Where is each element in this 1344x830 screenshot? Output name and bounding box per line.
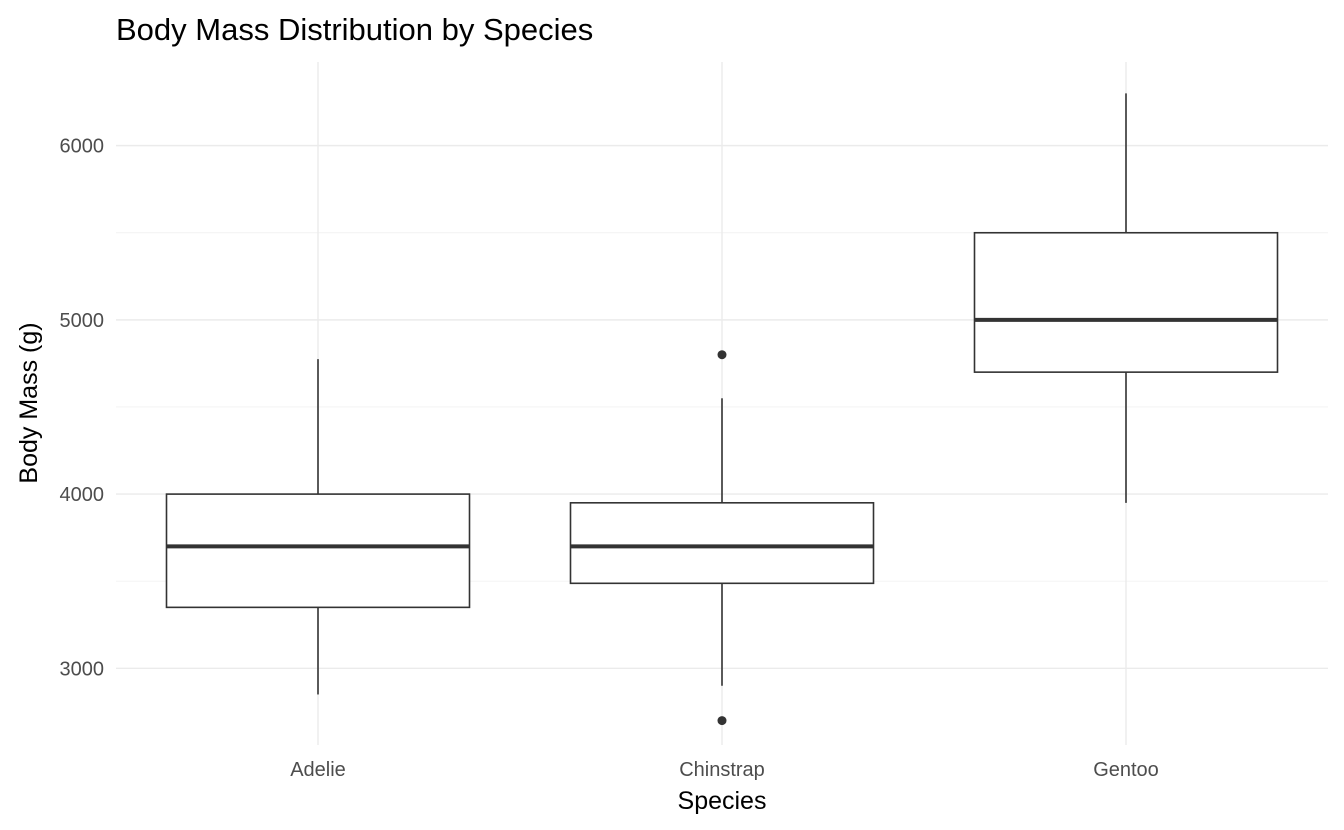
y-tick-label: 4000 bbox=[60, 484, 105, 506]
x-tick-label: Chinstrap bbox=[679, 759, 765, 781]
y-tick-label: 6000 bbox=[60, 136, 105, 158]
y-tick-label: 3000 bbox=[60, 658, 105, 680]
x-axis-ticks: Adelie Chinstrap Gentoo bbox=[290, 759, 1159, 781]
x-tick-label: Adelie bbox=[290, 759, 346, 781]
x-axis-title: Species bbox=[678, 787, 767, 815]
iqr-box bbox=[165, 493, 471, 609]
outlier-point bbox=[717, 350, 727, 360]
box-gentoo bbox=[973, 93, 1279, 503]
y-axis-title: Body Mass (g) bbox=[15, 322, 43, 483]
chart-title: Body Mass Distribution by Species bbox=[116, 12, 593, 47]
y-axis-ticks: 3000 4000 5000 6000 bbox=[60, 136, 105, 681]
iqr-box bbox=[569, 502, 875, 585]
box-chinstrap bbox=[569, 350, 875, 726]
x-tick-label: Gentoo bbox=[1093, 759, 1159, 781]
y-tick-label: 5000 bbox=[60, 310, 105, 332]
box-adelie bbox=[165, 359, 471, 695]
iqr-box bbox=[973, 231, 1279, 373]
outlier-point bbox=[717, 716, 727, 726]
boxes bbox=[165, 93, 1279, 726]
